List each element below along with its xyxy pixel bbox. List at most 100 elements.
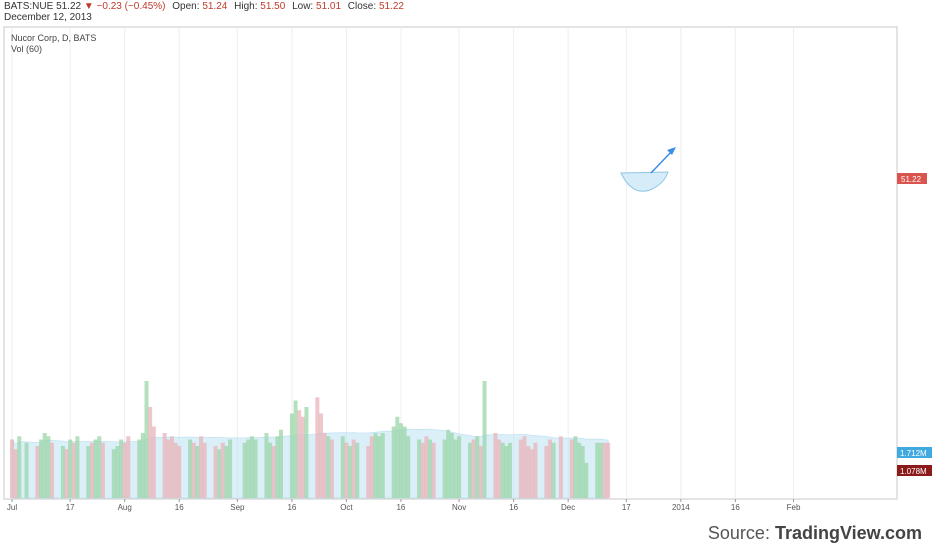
volume-bar <box>482 381 487 498</box>
volume-bar <box>417 439 422 498</box>
volume-bar <box>522 436 527 498</box>
volume-legend: Vol (60) <box>11 44 42 54</box>
volume-bar <box>500 442 505 498</box>
volume-bar <box>217 449 222 498</box>
x-tick-label: Sep <box>230 503 245 512</box>
volume-bar <box>246 439 251 498</box>
volume-bar <box>64 449 69 498</box>
volume-bar <box>289 413 294 498</box>
volume-bar <box>322 433 327 498</box>
x-tick-label: 16 <box>287 503 296 512</box>
x-tick-label: Oct <box>340 503 353 512</box>
volume-bar <box>551 442 556 498</box>
last-price-badge-bg <box>897 173 927 184</box>
volume-bar <box>377 436 382 498</box>
annotation-drawing <box>620 147 676 192</box>
volume-bar <box>213 446 218 498</box>
volume-bar <box>166 439 171 498</box>
volume-bar <box>526 446 531 498</box>
volume-bar <box>315 397 320 498</box>
volume-bar <box>340 436 345 498</box>
last-price-badge-text: 51.22 <box>901 175 922 184</box>
volume-bar <box>493 433 498 498</box>
volume-bar <box>428 439 433 498</box>
open-label: Open: <box>172 1 200 12</box>
close-value: 51.22 <box>378 1 404 12</box>
volume-bar <box>471 439 476 498</box>
source-credit: Source: TradingView.com <box>708 523 922 544</box>
volume-bar <box>398 423 403 498</box>
volume-bar <box>402 426 407 498</box>
x-tick-label: 16 <box>509 503 518 512</box>
volume-last-badge-bg <box>897 465 932 476</box>
volume-bar <box>584 462 589 498</box>
volume-bar <box>10 439 14 498</box>
volume-bar <box>268 442 273 498</box>
volume-bar <box>468 442 473 498</box>
volume-bar <box>275 436 280 498</box>
volume-bar <box>278 429 283 498</box>
source-prefix: Source: <box>707 523 775 543</box>
x-tick-label: 16 <box>396 503 405 512</box>
volume-bar <box>173 442 178 498</box>
source-brand: TradingView.com <box>774 523 922 543</box>
volume-bar <box>529 449 534 498</box>
volume-bar <box>93 439 98 498</box>
volume-bar <box>13 449 18 498</box>
high-value: 51.50 <box>260 1 286 12</box>
volume-bar <box>326 436 331 498</box>
volume-bar <box>24 442 29 498</box>
x-tick-label: 17 <box>66 503 75 512</box>
volume-bar <box>271 446 276 498</box>
x-tick-label: Nov <box>452 503 466 512</box>
cup-shape <box>620 171 669 192</box>
volume-bar <box>351 439 356 498</box>
volume-bar <box>355 442 360 498</box>
volume-bar <box>373 433 378 498</box>
volume-bar <box>39 439 44 498</box>
volume-bar <box>406 436 411 498</box>
volume-bar <box>475 436 480 498</box>
volume-bar <box>111 449 116 498</box>
volume-bar <box>17 436 22 498</box>
volume-bar <box>49 442 54 498</box>
x-tick-label: Aug <box>118 503 132 512</box>
header-date: December 12, 2013 <box>4 12 92 23</box>
volume-bar <box>228 439 233 498</box>
price-change: ▼ −0.23 (−0.45%) <box>83 1 166 12</box>
volume-bar <box>318 413 323 498</box>
volume-bar <box>606 442 611 498</box>
volume-bar <box>68 439 73 498</box>
x-tick-label: 17 <box>622 503 631 512</box>
low-label: Low: <box>292 1 314 12</box>
volume-bar <box>75 436 80 498</box>
volume-bar <box>148 407 153 498</box>
volume-bar <box>122 442 127 498</box>
volume-bar <box>86 446 91 498</box>
volume-bar <box>449 433 454 498</box>
last-price: 51.22 <box>56 1 82 12</box>
volume-bar <box>60 446 65 498</box>
volume-bar <box>442 439 447 498</box>
open-value: 51.24 <box>202 1 228 12</box>
volume-bar <box>137 439 142 498</box>
volume-bar <box>497 439 502 498</box>
volume-bar <box>253 439 258 498</box>
volume-bar <box>199 436 204 498</box>
volume-bar <box>544 446 549 498</box>
grid-lines <box>11 27 795 499</box>
volume-bar <box>547 439 552 498</box>
volume-bar <box>151 426 156 498</box>
volume-bar <box>507 442 512 498</box>
volume-bar <box>100 442 105 498</box>
volume-bar <box>177 446 182 498</box>
volume-last-badge: 1.078M <box>897 465 932 476</box>
symbol-name: BATS:NUE <box>4 1 54 12</box>
x-tick-label: 16 <box>175 503 184 512</box>
volume-bar <box>420 442 425 498</box>
volume-last-badge-text: 1.078M <box>900 467 927 476</box>
volume-bar <box>602 442 607 498</box>
volume-bar <box>220 442 225 498</box>
volume-bar <box>297 410 302 498</box>
